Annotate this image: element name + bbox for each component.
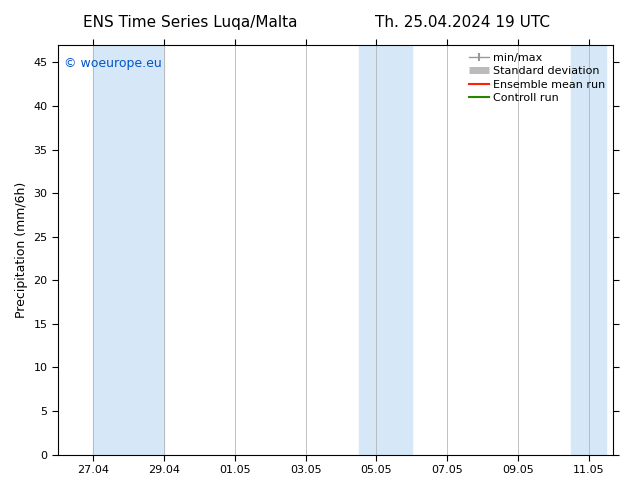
- Text: Th. 25.04.2024 19 UTC: Th. 25.04.2024 19 UTC: [375, 15, 550, 30]
- Bar: [359, 45, 394, 455]
- Text: © woeurope.eu: © woeurope.eu: [63, 57, 162, 71]
- Bar: [129, 45, 164, 455]
- Text: ENS Time Series Luqa/Malta: ENS Time Series Luqa/Malta: [83, 15, 297, 30]
- Legend: min/max, Standard deviation, Ensemble mean run, Controll run: min/max, Standard deviation, Ensemble me…: [465, 49, 610, 107]
- Bar: [394, 45, 412, 455]
- Y-axis label: Precipitation (mm/6h): Precipitation (mm/6h): [15, 182, 28, 318]
- Bar: [571, 45, 606, 455]
- Bar: [93, 45, 129, 455]
